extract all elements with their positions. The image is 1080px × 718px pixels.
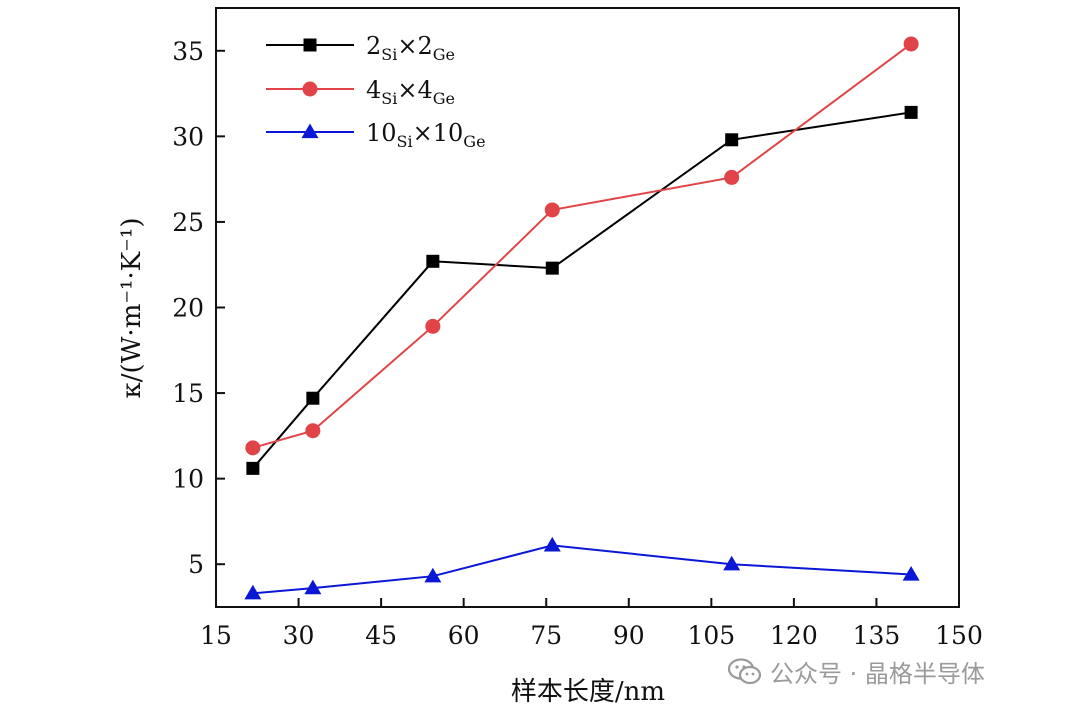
series-line bbox=[252, 544, 912, 595]
data-point bbox=[902, 565, 920, 581]
data-point bbox=[903, 36, 919, 52]
y-tick-label: 30 bbox=[172, 122, 204, 151]
x-tick-label: 90 bbox=[613, 621, 645, 650]
data-point bbox=[426, 254, 440, 268]
data-point bbox=[304, 579, 322, 595]
legend-item: 10Si×10Ge bbox=[266, 119, 486, 151]
y-tick-label: 15 bbox=[172, 379, 204, 408]
legend-label-subscript: Ge bbox=[433, 45, 455, 64]
data-point bbox=[543, 536, 561, 552]
data-point bbox=[723, 555, 741, 571]
legend-item: 2Si×2Ge bbox=[266, 32, 455, 64]
legend-label: 4Si×4Ge bbox=[366, 76, 455, 108]
x-tick-label: 60 bbox=[448, 621, 480, 650]
legend-label-subscript: Ge bbox=[433, 89, 455, 108]
series-line bbox=[252, 111, 912, 470]
series-circle bbox=[245, 36, 919, 456]
watermark: 公众号 · 晶格半导体 bbox=[728, 654, 985, 689]
series-triangle bbox=[244, 536, 920, 600]
data-point bbox=[904, 105, 918, 119]
y-tick-label: 20 bbox=[172, 294, 204, 323]
data-point bbox=[424, 567, 442, 583]
legend-label-subscript: Si bbox=[381, 45, 397, 64]
legend-label-part: 4 bbox=[366, 76, 381, 104]
x-axis: 15 30 45 60 75 90 105 120 135 150 bbox=[200, 598, 983, 650]
x-tick-label: 105 bbox=[687, 621, 735, 650]
x-tick-label: 75 bbox=[530, 621, 562, 650]
legend-label-part: ×4 bbox=[397, 76, 432, 104]
x-tick-label: 45 bbox=[365, 621, 397, 650]
x-tick-label: 135 bbox=[853, 621, 901, 650]
series-layer bbox=[244, 36, 920, 600]
legend-label: 10Si×10Ge bbox=[366, 119, 486, 151]
x-axis-title: 样本长度/nm bbox=[511, 677, 665, 707]
data-point bbox=[245, 440, 261, 456]
legend-label-part: 10 bbox=[366, 119, 397, 147]
y-tick-label: 10 bbox=[172, 465, 204, 494]
legend-label-part: 2 bbox=[366, 32, 381, 60]
x-tick-label: 30 bbox=[283, 621, 315, 650]
y-tick-label: 25 bbox=[172, 208, 204, 237]
legend-item: 4Si×4Ge bbox=[266, 76, 455, 108]
legend-label-part: ×10 bbox=[413, 119, 464, 147]
legend-label-subscript: Si bbox=[381, 89, 397, 108]
data-point bbox=[544, 202, 560, 218]
legend-label-subscript: Si bbox=[397, 132, 413, 151]
y-axis: 5 10 15 20 25 30 35 bbox=[172, 37, 225, 579]
series-square bbox=[246, 105, 918, 475]
data-point bbox=[425, 318, 441, 334]
data-point bbox=[244, 584, 262, 600]
legend-marker bbox=[302, 81, 318, 97]
x-tick-label: 150 bbox=[935, 621, 983, 650]
legend-label: 2Si×2Ge bbox=[366, 32, 455, 64]
x-tick-label: 120 bbox=[770, 621, 818, 650]
data-point bbox=[246, 461, 260, 475]
data-point bbox=[306, 391, 320, 405]
watermark-text: 公众号 · 晶格半导体 bbox=[770, 660, 985, 688]
legend-marker bbox=[301, 123, 319, 139]
data-point bbox=[545, 261, 559, 275]
data-point bbox=[305, 423, 321, 439]
y-tick-label: 5 bbox=[188, 550, 204, 579]
data-point bbox=[725, 133, 739, 147]
legend-label-part: ×2 bbox=[397, 32, 432, 60]
y-axis-title: κ/(W·m⁻¹·K⁻¹) bbox=[117, 218, 147, 399]
legend-marker bbox=[303, 38, 317, 52]
plot-frame bbox=[215, 7, 960, 608]
legend-label-subscript: Ge bbox=[463, 132, 485, 151]
data-point bbox=[724, 169, 740, 185]
y-tick-label: 35 bbox=[172, 37, 204, 66]
wechat-icon bbox=[728, 657, 762, 684]
x-tick-label: 15 bbox=[200, 621, 232, 650]
series-line bbox=[252, 43, 912, 449]
